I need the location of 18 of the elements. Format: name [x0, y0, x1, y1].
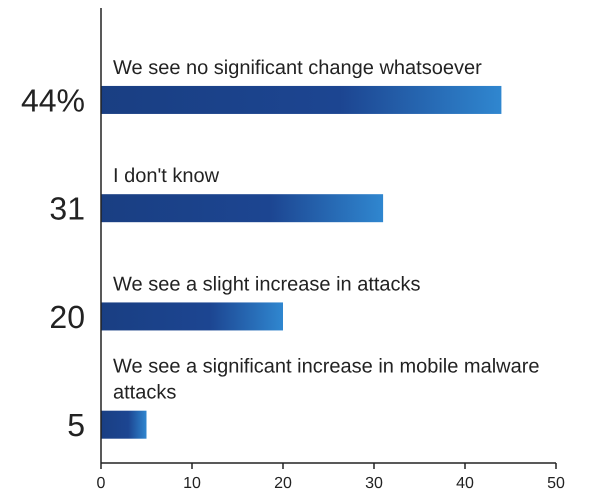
x-tick-label: 40 — [456, 475, 474, 492]
x-tick-label: 10 — [183, 475, 201, 492]
x-tick-label: 0 — [96, 475, 106, 492]
y-tick-label: We see a slight increase in attacks — [113, 273, 421, 296]
bar — [101, 302, 283, 330]
x-tick-label: 20 — [274, 475, 292, 492]
data-label: 44% — [20, 82, 85, 118]
y-tick-label: We see a significant increase in mobile malware attacks — [113, 356, 540, 404]
bar — [101, 410, 146, 439]
bar — [101, 194, 384, 222]
data-label: 5 — [67, 407, 85, 444]
y-tick-label: We see no significant change whatsoever — [113, 56, 482, 79]
data-label: 20 — [49, 298, 85, 335]
x-tick-label: 30 — [365, 475, 383, 492]
x-tick-label: 50 — [547, 475, 565, 492]
y-tick-label: I don't know — [113, 165, 220, 188]
bar — [101, 86, 502, 114]
data-label: 31 — [49, 190, 85, 227]
